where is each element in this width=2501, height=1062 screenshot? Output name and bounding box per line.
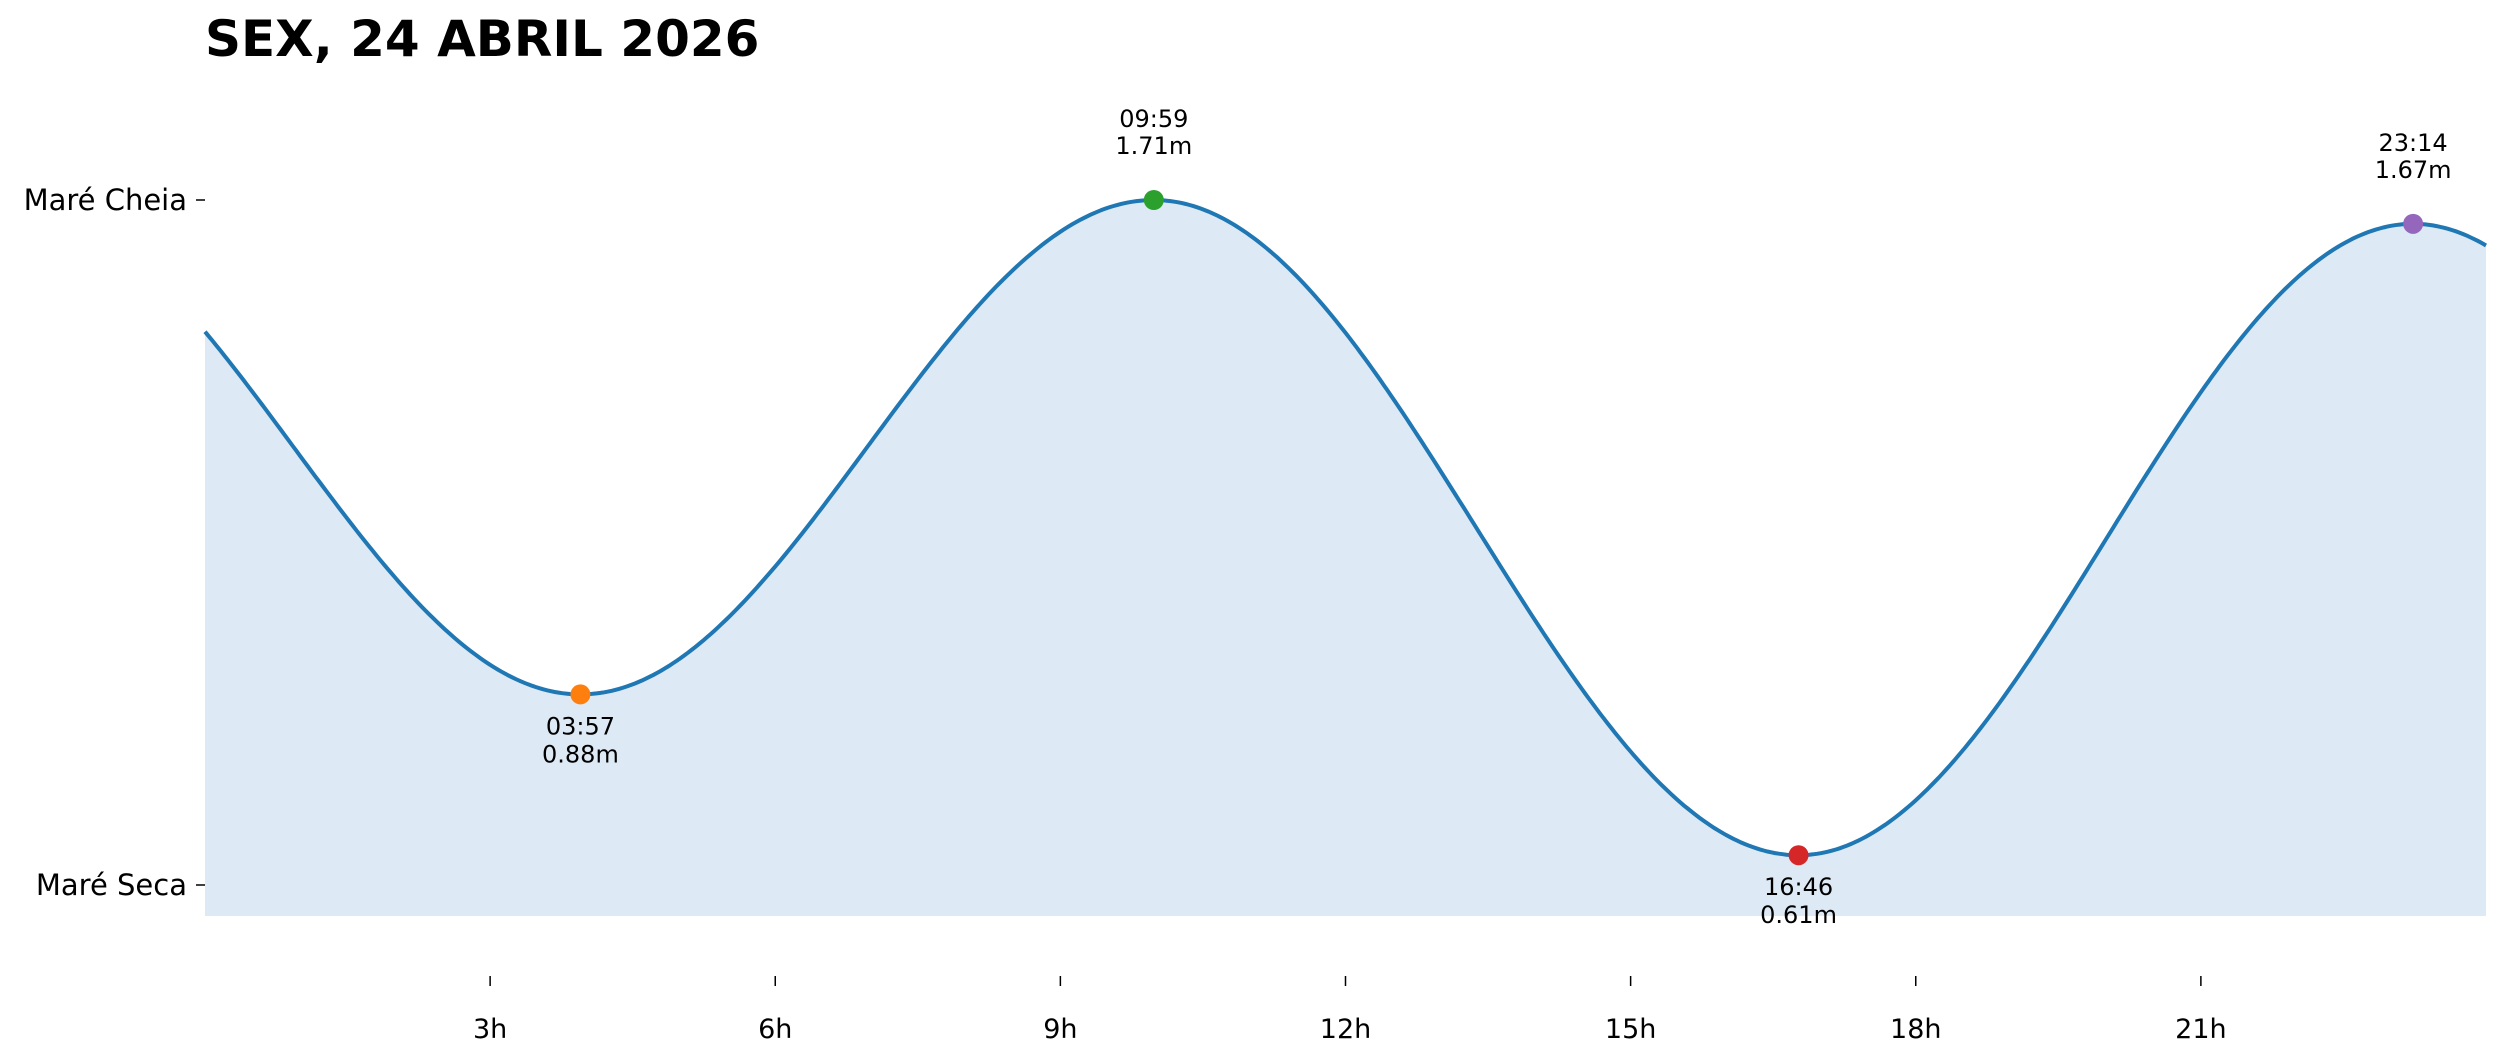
tide-point-high [2403, 213, 2424, 234]
tide-point-high [1143, 190, 1164, 210]
x-axis: 3h 6h 9h 12h 15h 18h 21h [473, 976, 2227, 1045]
tide-point-height-label: 0.61m [1760, 901, 1837, 929]
tide-point-height-label: 0.88m [542, 740, 619, 768]
x-tick-label: 21h [2175, 1014, 2226, 1045]
tide-point-height-label: 1.67m [2375, 156, 2452, 184]
tide-point-time-label: 23:14 [2379, 129, 2448, 157]
chart-title: SEX, 24 ABRIL 2026 [205, 10, 759, 68]
tide-point-time-label: 16:46 [1764, 873, 1833, 901]
x-tick-label: 9h [1043, 1014, 1077, 1045]
tide-point-low [570, 684, 591, 705]
x-tick-label: 18h [1890, 1014, 1941, 1045]
tide-point-time-label: 03:57 [546, 712, 615, 740]
tide-area-fill [205, 200, 2486, 916]
x-tick-label: 6h [758, 1014, 792, 1045]
tide-point-height-label: 1.71m [1115, 132, 1192, 160]
tide-point-low [1788, 845, 1809, 866]
x-tick-label: 15h [1605, 1014, 1656, 1045]
tide-point-time-label: 09:59 [1119, 105, 1188, 133]
x-tick-label: 3h [473, 1014, 507, 1045]
y-tick-label-low: Maré Seca [36, 868, 187, 902]
y-tick-label-high: Maré Cheia [24, 183, 187, 217]
x-tick-label: 12h [1320, 1014, 1371, 1045]
tide-extreme-markers: 03:570.88m 09:591.71m 16:460.61m 23:141.67m [542, 105, 2452, 929]
